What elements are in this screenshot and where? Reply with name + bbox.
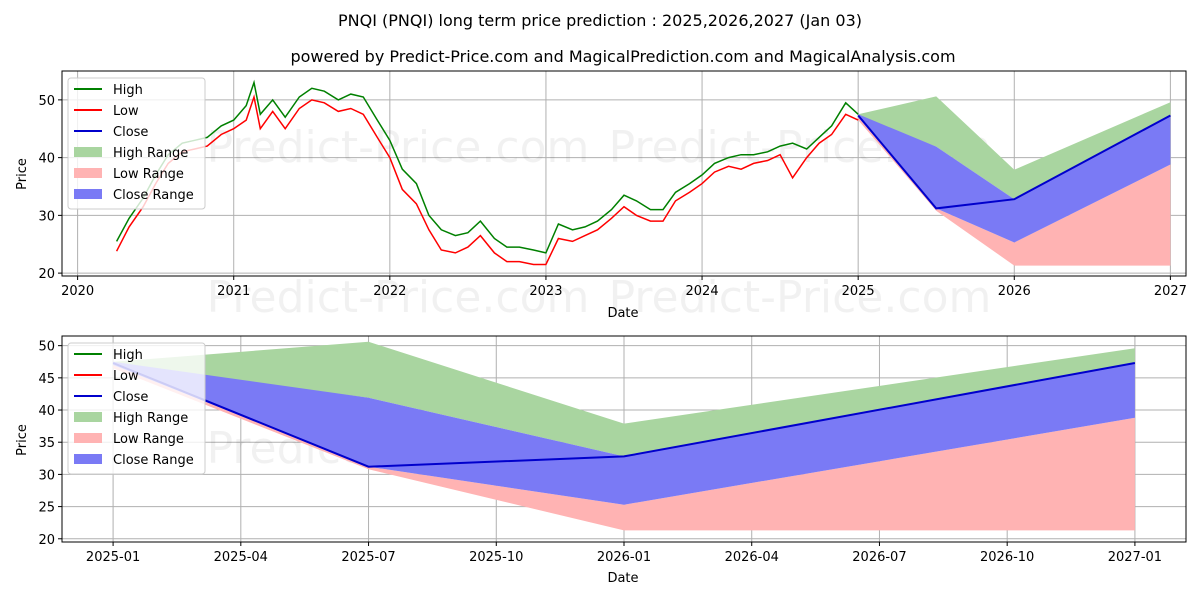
p1-legend-label-close: Close [113,125,148,140]
p2-x-tick-label: 2026-01 [597,550,651,565]
p1-x-tick-label: 2022 [373,284,406,299]
p1-legend-swatch-high_range [74,147,102,157]
p2-legend-label-low_range: Low Range [113,432,184,447]
p1-y-tick-label: 50 [38,94,55,109]
p1-x-tick-label: 2025 [842,284,875,299]
p1-low-line [115,94,859,266]
p2-x-tick-label: 2025-07 [341,550,395,565]
p1-close-forecast-line [857,114,1171,210]
top-y-axis-label: Price [15,158,30,190]
watermark-middle-left: Predict-Price.com [207,272,590,323]
p2-low-range-band [113,365,1135,531]
p1-y-tick-label: 30 [38,209,55,224]
p2-legend-box [67,342,206,475]
p2-x-tick-label: 2027-01 [1108,550,1162,565]
p2-close-range-band [113,361,1135,505]
bottom-x-axis-label: Date [607,571,638,586]
p2-x-tick-label: 2026-04 [725,550,779,565]
p1-x-tick-label: 2023 [529,284,562,299]
p1-legend-box [67,77,206,210]
p2-y-tick-label: 20 [38,533,55,548]
watermark-middle-right: Predict-Price.com [609,272,992,323]
p1-legend-swatch-close_range [74,189,102,199]
p2-x-tick-label: 2026-07 [852,550,906,565]
p1-y-tick-label: 40 [38,152,55,167]
p2-legend-label-close: Close [113,390,148,405]
p2-x-tick-label: 2025-01 [86,550,140,565]
p2-close-forecast-line [112,362,1136,468]
p1-legend-label-close_range: Close Range [113,188,194,203]
p1-x-tick-label: 2027 [1154,284,1187,299]
p1-y-tick-label: 20 [38,267,55,282]
p1-legend-label-low_range: Low Range [113,167,184,182]
p2-y-tick-label: 30 [38,468,55,483]
p1-legend-label-high_range: High Range [113,146,188,161]
top-x-axis-label: Date [607,306,638,321]
p1-x-tick-label: 2024 [686,284,719,299]
p2-x-tick-label: 2025-10 [469,550,523,565]
p2-y-tick-label: 25 [38,501,55,516]
watermark-top-left: Predict-Price.com [207,122,590,173]
p2-y-tick-label: 35 [38,436,55,451]
top-plot-frame [61,70,1187,277]
p2-legend-swatch-high_range [74,412,102,422]
p2-x-tick-label: 2025-04 [214,550,268,565]
p2-x-tick-label: 2026-10 [980,550,1034,565]
p1-close-range-band [858,114,1171,243]
bottom-y-axis-label: Price [15,424,30,456]
p2-legend-label-close_range: Close Range [113,453,194,468]
p2-legend-swatch-low_range [74,433,102,443]
p2-legend-swatch-close_range [74,454,102,464]
p1-x-tick-label: 2026 [998,284,1031,299]
p1-x-tick-label: 2021 [217,284,250,299]
p1-legend-label-high: High [113,83,143,98]
p2-legend-label-high_range: High Range [113,411,188,426]
bottom-panel: Predict-Price.com Predict-Price.com 2025… [15,335,1187,586]
p1-legend-label-low: Low [113,104,139,119]
chart-subtitle: powered by Predict-Price.com and Magical… [290,47,955,66]
p2-y-tick-label: 40 [38,404,55,419]
p1-legend-swatch-low_range [74,168,102,178]
p1-low-range-band [858,117,1171,266]
p1-high-line [115,79,859,254]
p2-y-tick-label: 50 [38,340,55,355]
p1-x-tick-label: 2020 [61,284,94,299]
chart-title: PNQI (PNQI) long term price prediction :… [338,11,862,30]
p1-high-range-band [858,96,1171,200]
top-panel: Predict-Price.com Predict-Price.com 2020… [15,70,1187,321]
p2-y-tick-label: 45 [38,372,55,387]
p2-high-range-band [113,341,1135,457]
p2-legend-label-low: Low [113,369,139,384]
p2-legend-label-high: High [113,348,143,363]
